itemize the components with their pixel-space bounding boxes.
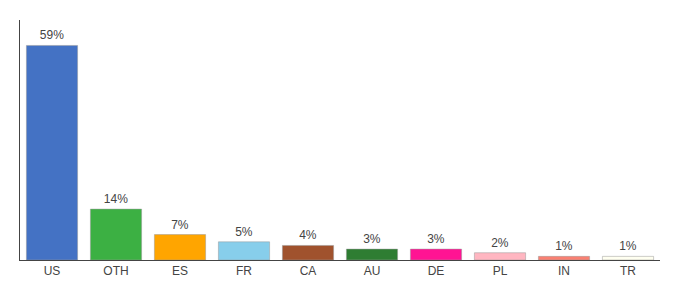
svg-text:TR: TR — [620, 264, 636, 278]
svg-text:5%: 5% — [235, 225, 253, 239]
svg-text:3%: 3% — [363, 232, 381, 246]
svg-text:FR: FR — [236, 264, 252, 278]
svg-text:OTH: OTH — [103, 264, 128, 278]
svg-text:PL: PL — [493, 264, 508, 278]
svg-text:2%: 2% — [491, 236, 509, 250]
svg-text:ES: ES — [172, 264, 188, 278]
svg-text:59%: 59% — [40, 28, 64, 42]
svg-text:14%: 14% — [104, 192, 128, 206]
svg-text:1%: 1% — [555, 239, 573, 253]
svg-text:US: US — [44, 264, 61, 278]
svg-text:3%: 3% — [427, 232, 445, 246]
svg-text:DE: DE — [428, 264, 445, 278]
svg-text:1%: 1% — [619, 239, 637, 253]
svg-text:CA: CA — [300, 264, 317, 278]
svg-text:4%: 4% — [299, 228, 317, 242]
svg-text:AU: AU — [364, 264, 381, 278]
svg-text:7%: 7% — [171, 218, 189, 232]
svg-text:IN: IN — [558, 264, 570, 278]
